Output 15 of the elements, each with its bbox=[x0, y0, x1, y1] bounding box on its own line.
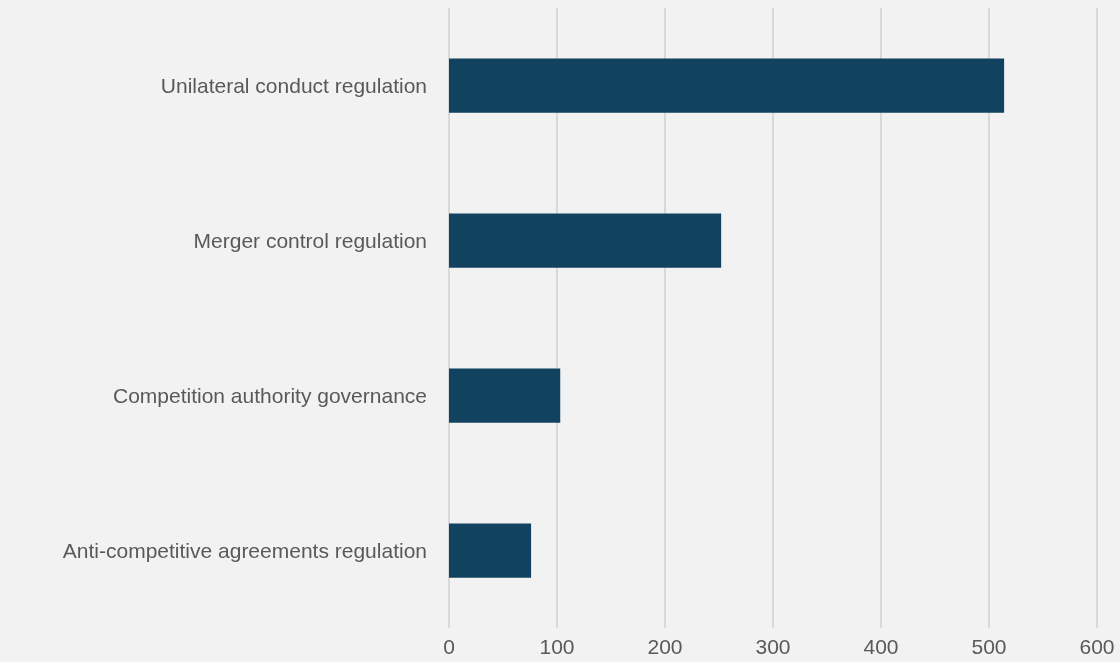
x-tick-label: 300 bbox=[755, 635, 791, 658]
y-tick-label: Anti-competitive agreements regulation bbox=[62, 539, 427, 562]
x-tick-label: 200 bbox=[647, 635, 683, 658]
y-tick-label: Competition authority governance bbox=[112, 384, 427, 407]
bar bbox=[449, 523, 532, 578]
x-tick-label: 0 bbox=[443, 635, 455, 658]
bar bbox=[449, 368, 561, 423]
y-tick-label: Merger control regulation bbox=[193, 229, 427, 252]
x-tick-label: 100 bbox=[539, 635, 575, 658]
y-tick-label: Unilateral conduct regulation bbox=[160, 74, 427, 97]
bar bbox=[449, 58, 1005, 113]
x-tick-label: 500 bbox=[971, 635, 1007, 658]
x-tick-label: 400 bbox=[863, 635, 899, 658]
x-tick-label: 600 bbox=[1079, 635, 1115, 658]
bar bbox=[449, 213, 722, 268]
